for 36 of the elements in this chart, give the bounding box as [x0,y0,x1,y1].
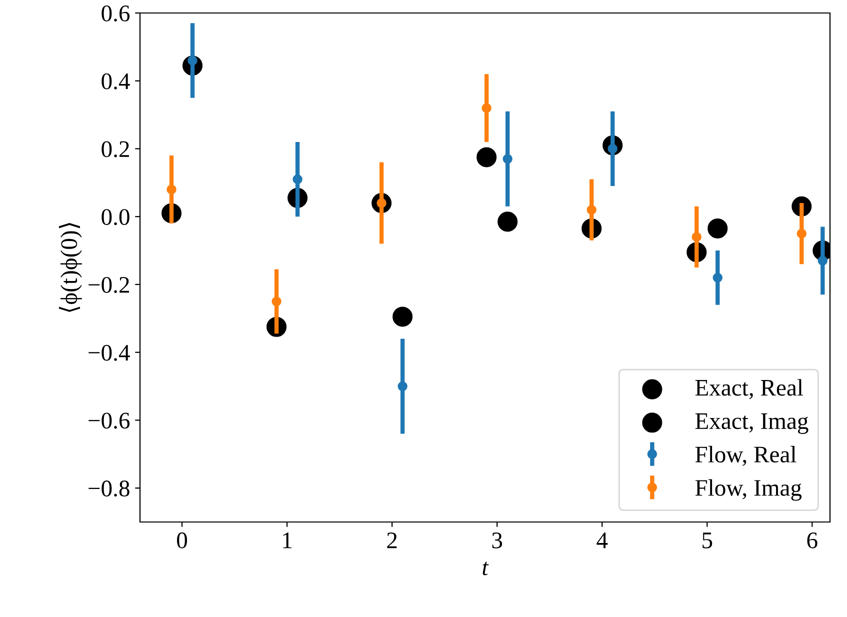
point [482,103,492,113]
y-tick-label: −0.2 [88,276,129,293]
x-tick-label: 2 [387,532,397,548]
point [392,306,413,327]
point [692,232,702,242]
point [586,204,596,215]
point [398,381,408,392]
x-tick-label: 4 [596,532,608,548]
legend-label: Flow, Imag [695,479,802,501]
point [166,184,176,194]
legend-label: Exact, Real [695,379,804,400]
point [292,174,302,184]
point [708,218,728,238]
legend-label: Flow, Real [695,446,796,466]
point [476,147,497,168]
point [502,154,512,164]
y-tick-label: −0.8 [88,480,130,497]
x-tick-label: 6 [807,532,818,548]
x-tick-label: 5 [702,532,712,548]
y-axis-title: ⟨ϕ(t)ϕ(0)⟩ [58,223,82,312]
point [712,272,722,283]
point [818,256,828,266]
y-tick-label: 0.6 [102,5,130,22]
point [796,228,807,238]
x-axis-title: t [482,562,489,576]
y-tick-label: 0.0 [102,209,130,226]
y-tick-label: −0.6 [88,412,130,429]
x-tick-label: 0 [177,532,188,548]
y-tick-label: −0.4 [88,344,130,361]
x-tick-label: 3 [492,532,502,548]
point [272,296,282,306]
point [498,212,518,232]
x-tick-label: 1 [283,532,292,548]
legend-label: Exact, Imag [695,413,808,434]
y-tick-label: 0.2 [102,141,129,158]
y-tick-label: 0.4 [102,73,130,90]
